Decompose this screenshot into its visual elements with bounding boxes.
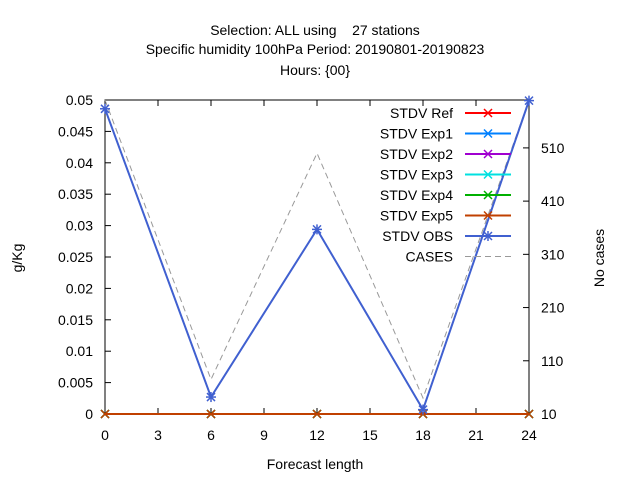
data-point	[100, 103, 110, 114]
data-point	[524, 409, 534, 419]
y-tick-label: 0.03	[66, 218, 93, 234]
x-tick-label: 12	[309, 427, 325, 443]
y2-tick-label: 410	[541, 193, 565, 209]
legend-marker	[483, 149, 493, 159]
legend-label: STDV OBS	[382, 228, 453, 244]
legend: STDV Ref STDV Exp1 STDV Exp2 STDV Exp3 STDV …	[380, 105, 511, 265]
series-stdv-obs	[100, 95, 534, 415]
legend-label: CASES	[406, 249, 453, 265]
y-axis-label: g/Kg	[9, 244, 25, 273]
legend-label: STDV Exp3	[380, 167, 453, 183]
series-line	[104, 100, 530, 412]
chart-title-line-2: Specific humidity 100hPa Period: 2019080…	[146, 41, 485, 57]
series-line	[104, 99, 530, 400]
y-tick-label: 0.05	[66, 92, 93, 108]
y2-tick-label: 310	[541, 246, 565, 262]
data-point	[206, 409, 216, 419]
legend-label: STDV Ref	[390, 105, 453, 121]
series-cases	[104, 99, 530, 400]
legend-item: STDV Exp3	[380, 167, 511, 183]
y-tick-label: 0.005	[58, 375, 93, 391]
legend-marker	[483, 128, 493, 139]
legend-item: STDV Ref	[390, 105, 511, 121]
legend-item: STDV Exp2	[380, 146, 511, 162]
y2-tick-label: 510	[541, 140, 565, 156]
y-tick-label: 0.015	[58, 312, 93, 328]
y2-tick-label: 210	[541, 300, 565, 316]
x-tick-label: 24	[521, 427, 537, 443]
data-point	[524, 95, 534, 106]
chart-title-line-3: Hours: {00}	[280, 62, 350, 78]
x-tick-label: 21	[468, 427, 484, 443]
x-axis: 0 3 6 9 12 15 18 21 24	[101, 100, 537, 443]
y2-axis-label: No cases	[591, 229, 607, 287]
legend-item: STDV Exp1	[380, 126, 511, 142]
data-point	[312, 409, 322, 419]
legend-label: STDV Exp2	[380, 146, 453, 162]
data-point	[206, 392, 216, 403]
y-tick-label: 0.04	[66, 155, 93, 171]
data-point	[312, 224, 322, 235]
x-tick-label: 9	[260, 427, 268, 443]
legend-item: CASES	[406, 249, 511, 265]
y-tick-label: 0.01	[66, 343, 93, 359]
x-tick-label: 15	[362, 427, 378, 443]
chart-title-line-1: Selection: ALL using 27 stations	[210, 22, 420, 38]
legend-label: STDV Exp4	[380, 187, 453, 203]
y-tick-label: 0.045	[58, 123, 93, 139]
y2-tick-label: 110	[541, 353, 564, 369]
legend-marker	[483, 169, 493, 180]
y-tick-label: 0.025	[58, 249, 93, 265]
data-point	[100, 409, 110, 419]
legend-item: STDV Exp4	[380, 187, 511, 203]
x-tick-label: 18	[415, 427, 431, 443]
legend-marker	[483, 190, 493, 200]
y-tick-label: 0	[85, 406, 93, 422]
legend-marker	[483, 231, 493, 241]
legend-item: STDV OBS	[382, 228, 511, 244]
data-point	[418, 404, 428, 415]
legend-label: STDV Exp5	[380, 208, 453, 224]
x-tick-label: 3	[154, 427, 162, 443]
y2-tick-label: 10	[541, 406, 557, 422]
x-axis-label: Forecast length	[267, 456, 364, 472]
y-axis: 0 0.005 0.01 0.015 0.02 0.025 0.03 0.035 0.04 0.0…	[58, 92, 111, 422]
legend-label: STDV Exp1	[380, 126, 453, 142]
legend-marker	[483, 210, 493, 221]
series-layer	[100, 95, 534, 419]
y-tick-label: 0.035	[58, 186, 93, 202]
legend-item: STDV Exp5	[380, 208, 511, 224]
y-tick-label: 0.02	[66, 280, 93, 296]
x-tick-label: 0	[101, 427, 109, 443]
legend-marker	[483, 108, 493, 118]
x-tick-label: 6	[207, 427, 215, 443]
y2-axis: 10 110 210 310 410 510	[523, 140, 565, 422]
chart-title: Selection: ALL using 27 stations Specifi…	[146, 22, 485, 78]
